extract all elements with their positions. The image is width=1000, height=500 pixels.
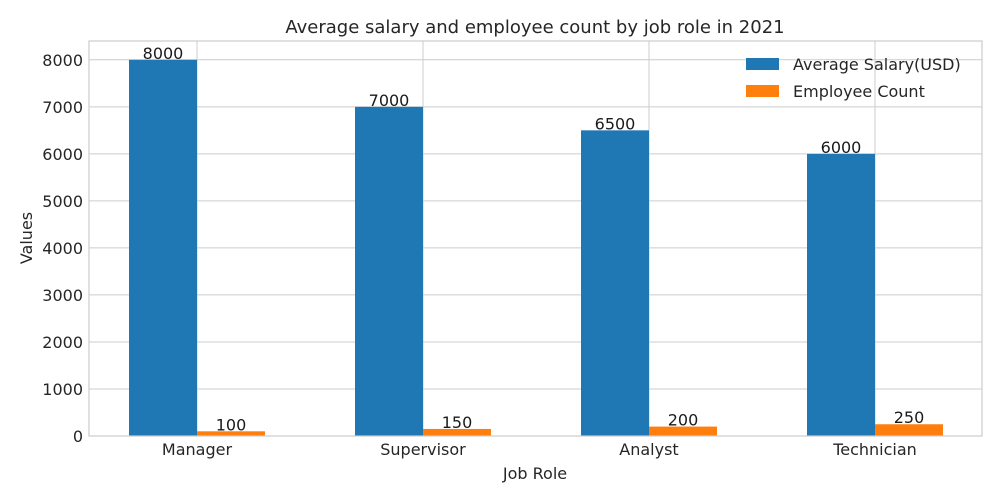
legend-swatch: [746, 85, 779, 97]
x-tick-label: Technician: [832, 440, 917, 459]
bar-value-label: 150: [442, 413, 473, 432]
chart-title: Average salary and employee count by job…: [285, 17, 784, 38]
bar: [197, 431, 265, 436]
bar: [423, 428, 491, 436]
y-tick-label: 1000: [42, 380, 83, 399]
y-axis-label: Values: [17, 212, 36, 264]
x-tick-label: Manager: [162, 440, 233, 459]
bar-value-label: 200: [668, 411, 699, 430]
bar-value-label: 6500: [595, 114, 636, 133]
x-axis-ticks: Manager Supervisor Analyst Technician: [162, 440, 917, 459]
bar: [355, 106, 423, 436]
bar-value-label: 8000: [143, 44, 184, 63]
bar-value-label: 250: [894, 408, 925, 427]
y-tick-label: 0: [73, 427, 83, 446]
legend: Average Salary(USD) Employee Count: [746, 55, 961, 101]
y-tick-label: 6000: [42, 145, 83, 164]
bar-value-label: 7000: [369, 91, 410, 110]
bar: [875, 424, 943, 436]
plot-frame: [88, 40, 983, 437]
y-tick-label: 2000: [42, 333, 83, 352]
bar: [807, 153, 875, 436]
data-labels: 8000 7000 6500 6000 100 150 200 250: [143, 44, 925, 434]
bar: [581, 130, 649, 436]
y-tick-label: 3000: [42, 286, 83, 305]
bar-value-label: 6000: [821, 138, 862, 157]
y-tick-label: 8000: [42, 51, 83, 70]
y-axis-ticks: 0 1000 2000 3000 4000 5000 6000 7000 8000: [42, 51, 83, 446]
legend-swatch: [746, 58, 779, 70]
bar: [649, 426, 717, 436]
bar: [129, 59, 197, 437]
x-tick-label: Analyst: [619, 440, 678, 459]
legend-label: Employee Count: [793, 82, 925, 101]
y-tick-label: 5000: [42, 192, 83, 211]
x-tick-label: Supervisor: [380, 440, 466, 459]
bar-value-label: 100: [216, 415, 247, 434]
y-tick-label: 7000: [42, 98, 83, 117]
bars: [129, 59, 943, 437]
x-axis-label: Job Role: [502, 464, 567, 483]
y-tick-label: 4000: [42, 239, 83, 258]
legend-label: Average Salary(USD): [793, 55, 961, 74]
